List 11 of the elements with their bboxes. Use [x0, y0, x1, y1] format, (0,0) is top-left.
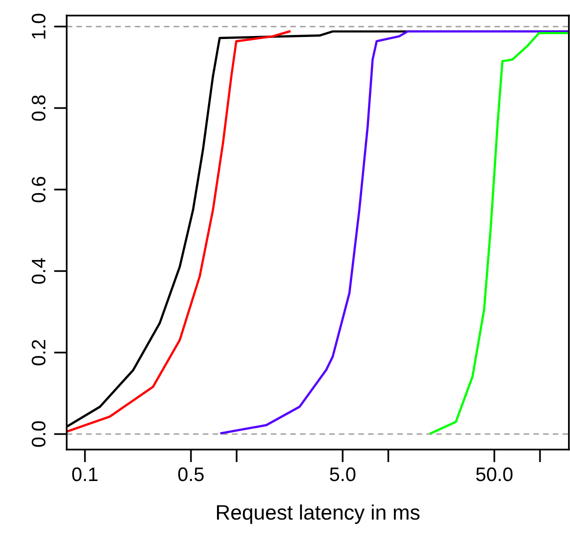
x-tick-label: 0.1	[72, 467, 98, 482]
x-tick-label: 5.0	[330, 467, 356, 482]
y-tick-label: 1.0	[32, 14, 46, 39]
x-tick-label: 50.0	[476, 467, 512, 482]
y-tick-label: 0.2	[32, 340, 46, 366]
y-tick-label: 0.0	[32, 421, 46, 447]
x-tick-label: 0.5	[178, 467, 204, 482]
y-tick-label: 0.6	[32, 176, 46, 202]
x-axis-title: Request latency in ms	[217, 504, 420, 524]
y-tick-label: 0.8	[32, 95, 46, 121]
y-tick-label: 0.4	[32, 258, 46, 284]
